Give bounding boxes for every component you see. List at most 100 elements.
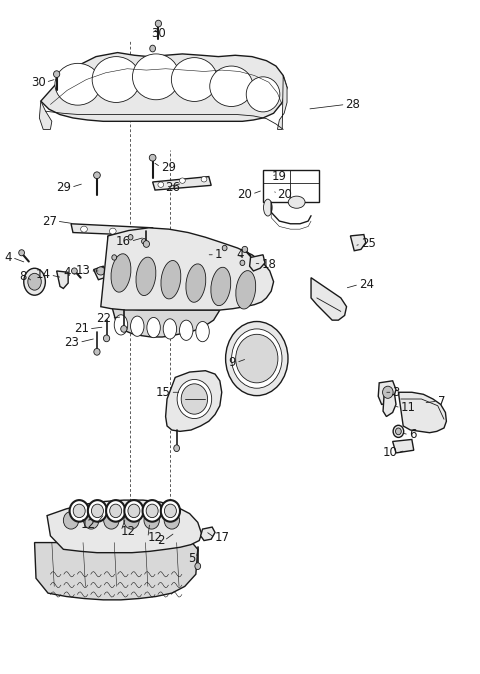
Polygon shape [153,177,211,190]
Ellipse shape [94,348,100,355]
Text: 30: 30 [31,75,46,89]
Ellipse shape [92,57,140,102]
Text: 9: 9 [228,356,236,369]
Ellipse shape [84,512,99,529]
Ellipse shape [73,504,85,518]
Ellipse shape [195,563,201,570]
Ellipse shape [161,500,180,522]
Text: 1: 1 [215,248,223,262]
Text: 4: 4 [4,251,12,264]
Polygon shape [393,439,414,453]
Text: 14: 14 [36,268,50,282]
Ellipse shape [55,63,101,105]
Ellipse shape [393,425,404,437]
Ellipse shape [143,241,150,247]
Ellipse shape [94,172,100,179]
Ellipse shape [383,386,393,398]
Ellipse shape [232,329,282,388]
Ellipse shape [111,254,131,292]
Ellipse shape [147,317,160,338]
Ellipse shape [158,182,164,187]
Ellipse shape [132,54,180,100]
Ellipse shape [114,315,128,335]
Ellipse shape [81,226,87,232]
Ellipse shape [138,231,145,237]
Ellipse shape [222,245,227,251]
Ellipse shape [149,154,156,161]
Polygon shape [47,500,202,553]
Ellipse shape [28,274,41,290]
Ellipse shape [96,267,105,275]
Ellipse shape [106,500,125,522]
Ellipse shape [109,504,122,518]
Ellipse shape [124,512,139,529]
Text: 29: 29 [56,181,71,194]
Text: 19: 19 [271,170,286,183]
Ellipse shape [246,77,280,112]
Ellipse shape [180,178,185,183]
Ellipse shape [128,235,133,240]
Text: 10: 10 [383,446,397,460]
Ellipse shape [236,271,256,309]
Ellipse shape [264,200,272,216]
Ellipse shape [174,445,180,452]
Text: 22: 22 [96,311,111,325]
Text: 28: 28 [346,98,360,111]
Text: 5: 5 [189,551,196,565]
Text: 4: 4 [236,248,244,262]
Polygon shape [378,381,396,404]
Polygon shape [94,266,107,280]
Ellipse shape [131,316,144,336]
Ellipse shape [24,268,45,295]
Ellipse shape [144,512,159,529]
Polygon shape [398,392,446,433]
Ellipse shape [210,66,253,106]
Text: 30: 30 [151,27,166,40]
Polygon shape [277,75,287,129]
Ellipse shape [181,384,207,414]
Ellipse shape [104,335,109,342]
Polygon shape [311,278,347,320]
Ellipse shape [136,257,156,295]
Ellipse shape [143,500,162,522]
Ellipse shape [163,319,177,339]
Polygon shape [166,371,222,431]
Ellipse shape [164,512,180,529]
Ellipse shape [104,512,119,529]
Text: 21: 21 [74,322,89,336]
Text: 23: 23 [64,336,79,349]
Text: 13: 13 [75,264,90,278]
Polygon shape [41,53,287,121]
Ellipse shape [396,428,401,435]
Ellipse shape [142,239,146,244]
Ellipse shape [236,334,278,383]
Polygon shape [108,236,220,337]
Ellipse shape [211,268,231,305]
Text: 16: 16 [116,235,131,248]
Ellipse shape [91,504,104,518]
Text: 27: 27 [42,214,57,228]
Text: 18: 18 [262,257,276,271]
Ellipse shape [161,261,181,299]
Ellipse shape [54,71,60,78]
Text: 3: 3 [393,386,400,399]
Ellipse shape [150,45,156,52]
Polygon shape [201,527,215,541]
Ellipse shape [164,504,176,518]
Text: 8: 8 [19,270,26,283]
Text: 11: 11 [401,401,416,415]
Ellipse shape [19,249,24,255]
Text: 24: 24 [359,278,374,291]
Text: 29: 29 [161,160,176,174]
Text: 12: 12 [148,531,163,545]
Ellipse shape [240,260,245,266]
Ellipse shape [242,246,248,252]
Ellipse shape [128,504,140,518]
Text: 6: 6 [409,428,417,441]
Text: 17: 17 [215,531,230,545]
Ellipse shape [201,177,207,182]
Ellipse shape [112,255,117,260]
Polygon shape [39,101,52,129]
Polygon shape [250,255,265,271]
Ellipse shape [226,321,288,396]
